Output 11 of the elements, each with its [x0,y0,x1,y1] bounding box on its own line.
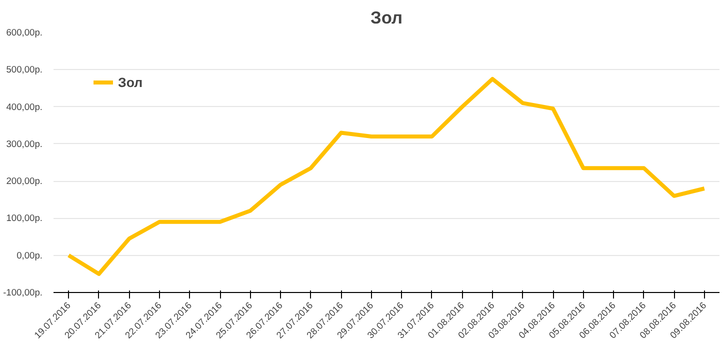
y-tick-label: -100,00р. [3,288,43,298]
y-tick-label: 100,00р. [6,213,42,224]
y-tick-label: 500,00р. [6,64,42,75]
line-series [66,76,706,276]
y-tick-label: 400,00р. [6,102,42,112]
y-tick-label: 0,00р. [16,250,43,260]
y-tick-label: 600,00р. [6,28,42,38]
chart-title: Зол [370,8,403,28]
y-tick-label: 300,00р. [6,138,42,149]
legend-label: Зол [118,74,143,90]
y-tick-label: 200,00р. [6,176,42,186]
